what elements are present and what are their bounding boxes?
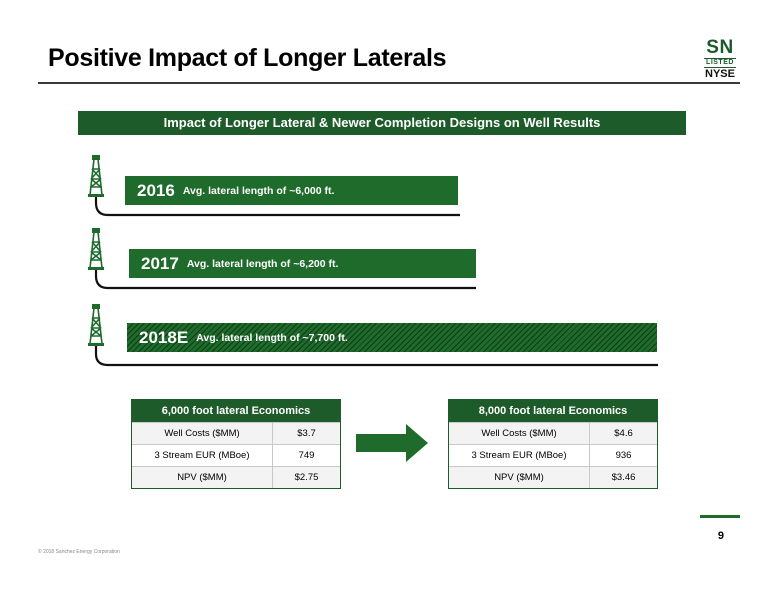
economics-table-8000: 8,000 foot lateral Economics Well Costs … [448,399,658,489]
section-banner: Impact of Longer Lateral & Newer Complet… [78,111,686,135]
table-row: 3 Stream EUR (MBoe) 936 [449,444,657,466]
copyright-notice: © 2018 Sanchez Energy Corporation [38,549,120,555]
row-value: $3.46 [611,472,636,483]
lateral-bar-2016: 2016 Avg. lateral length of ~6,000 ft. [125,176,458,205]
drilling-rig-icon [88,304,658,367]
lateral-length-text: Avg. lateral length of ~7,700 ft. [196,331,348,344]
drilling-rig-icon [88,155,460,217]
lateral-bar-2018e: 2018E Avg. lateral length of ~7,700 ft. [127,323,657,352]
lateral-bar-2017: 2017 Avg. lateral length of ~6,200 ft. [129,249,476,278]
table-row: NPV ($MM) $3.46 [449,466,657,488]
row-label: NPV ($MM) [132,467,273,488]
table-row: NPV ($MM) $2.75 [132,466,340,488]
table-row: Well Costs ($MM) $4.6 [449,422,657,444]
row-label: 3 Stream EUR (MBoe) [132,445,273,466]
table-row: 3 Stream EUR (MBoe) 749 [132,444,340,466]
row-value: 749 [298,450,315,461]
right-arrow-icon [356,424,428,462]
row-value: $2.75 [294,472,319,483]
row-value: 936 [615,450,632,461]
lateral-length-text: Avg. lateral length of ~6,000 ft. [182,184,335,197]
table-row: Well Costs ($MM) $3.7 [132,422,340,444]
row-label: 3 Stream EUR (MBoe) [449,445,590,466]
row-value: $4.6 [614,428,633,439]
row-value: $3.7 [297,428,316,439]
economics-table-title: 8,000 foot lateral Economics [449,400,657,422]
page-number-rule [700,515,740,518]
page-number: 9 [717,530,724,542]
lateral-year: 2017 [141,253,179,273]
drilling-rig-icon [88,228,476,290]
logo-listed: LISTED [704,58,736,68]
logo-ticker: SN [706,37,734,58]
row-label: NPV ($MM) [449,467,590,488]
lateral-year: 2016 [137,180,175,200]
lateral-length-text: Avg. lateral length of ~6,200 ft. [186,257,339,270]
title-divider [38,82,740,84]
lateral-year: 2018E [139,327,189,347]
company-logo: SN LISTED NYSE [700,38,740,80]
row-label: Well Costs ($MM) [132,423,273,444]
logo-exchange: NYSE [705,68,735,80]
economics-table-6000: 6,000 foot lateral Economics Well Costs … [131,399,341,489]
economics-table-title: 6,000 foot lateral Economics [132,400,340,422]
page-title: Positive Impact of Longer Laterals [48,44,447,72]
row-label: Well Costs ($MM) [449,423,590,444]
